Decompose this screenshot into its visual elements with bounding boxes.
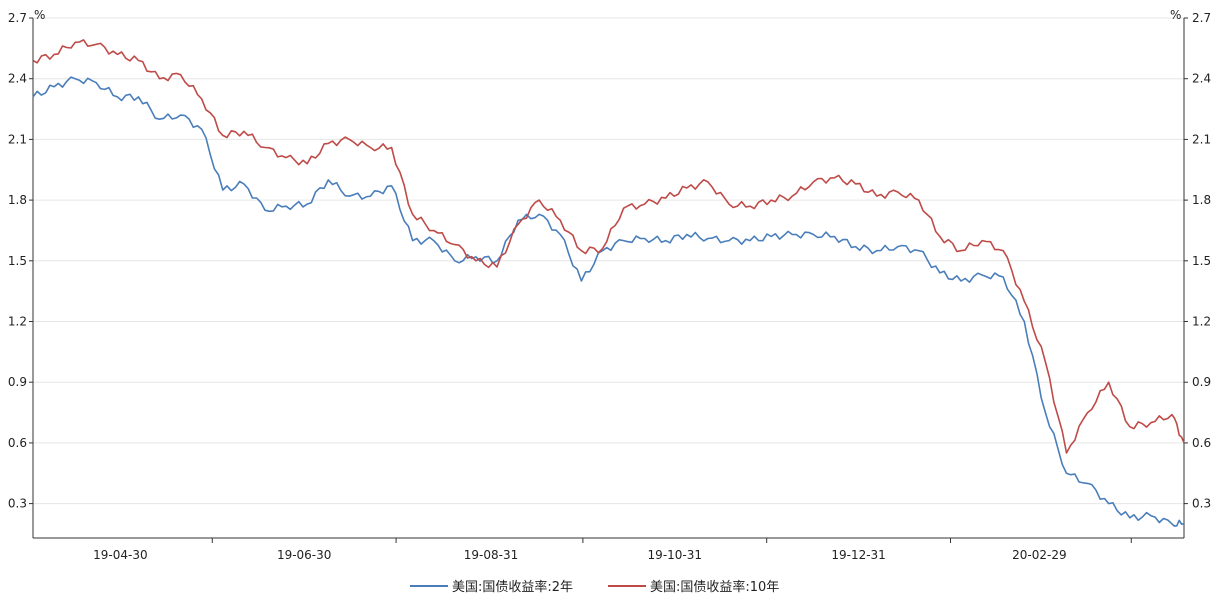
legend-label-2y: 美国:国债收益率:2年 <box>452 579 573 595</box>
x-tick-label: 19-12-31 <box>831 548 885 562</box>
y-tick-label-right: 1.8 <box>1192 193 1211 207</box>
y-tick-label-left: 0.9 <box>8 375 27 389</box>
x-ticks: 19-04-30 19-06-30 19-08-31 19-10-31 19-12-31… <box>93 538 1132 562</box>
series-line-10y <box>32 39 1185 454</box>
legend: 美国:国债收益率:2年 美国:国债收益率:10年 <box>410 579 779 595</box>
x-tick-label: 19-06-30 <box>277 548 331 562</box>
x-tick-label: 19-10-31 <box>648 548 702 562</box>
y-tick-label-right: 0.3 <box>1192 497 1211 511</box>
x-tick-label: 19-08-31 <box>464 548 518 562</box>
x-tick-label: 19-04-30 <box>93 548 147 562</box>
y-tick-label-right: 0.9 <box>1192 375 1211 389</box>
grid-lines <box>33 17 1184 505</box>
y-tick-label-left: 2.1 <box>8 132 27 146</box>
y-tick-label-left: 1.8 <box>8 193 27 207</box>
y-tick-label-left: 1.5 <box>8 254 27 268</box>
x-tick-label: 20-02-29 <box>1012 548 1066 562</box>
series-lines <box>32 39 1185 527</box>
y-tick-label-right: 2.1 <box>1192 132 1211 146</box>
right-y-unit: % <box>1170 8 1181 22</box>
y-ticks: 0.3 0.3 0.6 0.6 0.9 0.9 1.2 1.2 1.5 1.5 1.8 1.8 2.1 2… <box>8 11 1211 511</box>
y-tick-label-right: 2.4 <box>1192 72 1211 86</box>
y-tick-label-left: 2.4 <box>8 72 27 86</box>
y-tick-label-right: 1.2 <box>1192 315 1211 329</box>
series-line-2y <box>32 76 1185 527</box>
y-tick-label-left: 0.3 <box>8 497 27 511</box>
y-tick-label-right: 0.6 <box>1192 436 1211 450</box>
left-y-unit: % <box>34 8 45 22</box>
axes: % % <box>32 8 1185 539</box>
y-tick-label-right: 1.5 <box>1192 254 1211 268</box>
y-tick-label-right: 2.7 <box>1192 11 1211 25</box>
y-tick-label-left: 0.6 <box>8 436 27 450</box>
legend-label-10y: 美国:国债收益率:10年 <box>650 579 779 595</box>
y-tick-label-left: 2.7 <box>8 11 27 25</box>
y-tick-label-left: 1.2 <box>8 315 27 329</box>
